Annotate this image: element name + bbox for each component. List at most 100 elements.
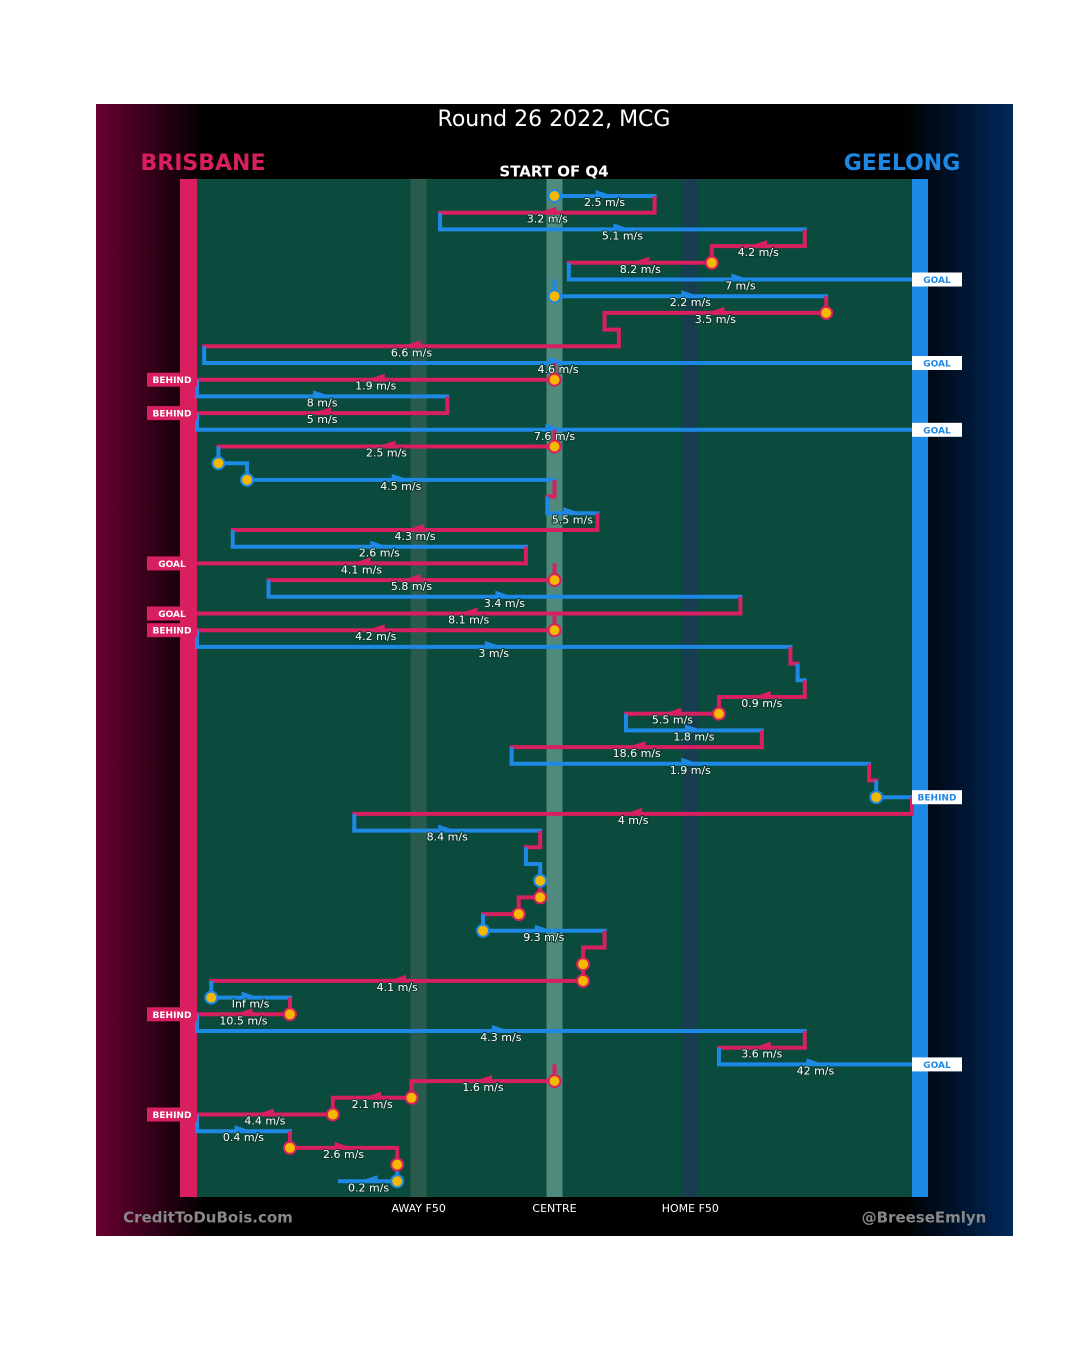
speed-label: 7.6 m/s xyxy=(534,430,575,443)
contest xyxy=(211,456,226,471)
arrow xyxy=(627,741,646,748)
arrow xyxy=(402,340,421,347)
speed-label: 4.1 m/s xyxy=(341,563,382,576)
speed-label: 4.6 m/s xyxy=(537,363,578,376)
credit: @BreeseEmlyn xyxy=(862,1209,987,1227)
arrow xyxy=(334,1141,353,1148)
contest xyxy=(282,1140,297,1155)
speed-label: 1.6 m/s xyxy=(462,1081,503,1094)
contest xyxy=(390,1157,405,1172)
arrow xyxy=(731,273,750,280)
arrow xyxy=(806,1058,825,1065)
speed-label: 8.1 m/s xyxy=(448,614,489,627)
arrow xyxy=(491,1025,510,1031)
result-label: GOAL xyxy=(923,276,951,286)
speed-label: 1.9 m/s xyxy=(355,380,396,393)
arrow xyxy=(352,557,371,564)
team-name: GEELONG xyxy=(844,151,961,176)
arrow xyxy=(313,390,332,397)
speed-label: 10.5 m/s xyxy=(219,1014,267,1027)
arrow xyxy=(234,1008,253,1015)
speed-label: 3.2 m/s xyxy=(527,213,568,226)
contest xyxy=(390,1174,405,1189)
arrow xyxy=(474,1075,492,1082)
result-label: GOAL xyxy=(158,560,186,570)
result-inner xyxy=(149,558,195,569)
arrow xyxy=(377,440,396,447)
result-label: BEHIND xyxy=(153,376,192,386)
arrow xyxy=(706,306,725,313)
contest xyxy=(819,305,834,320)
arrow xyxy=(681,290,700,297)
arrow xyxy=(549,357,568,363)
result-inner xyxy=(149,408,195,419)
arrow xyxy=(438,824,457,831)
arrow xyxy=(406,524,425,530)
contest xyxy=(511,907,526,922)
subtitle: START OF Q4 xyxy=(499,163,608,181)
speed-label: 5.1 m/s xyxy=(602,229,643,242)
arrow xyxy=(595,190,614,196)
arrow xyxy=(313,407,332,414)
arrow xyxy=(563,507,582,514)
result-inner xyxy=(149,1109,195,1120)
speed-label: 5.5 m/s xyxy=(652,714,693,727)
arrow xyxy=(681,757,700,764)
result-inner xyxy=(914,1059,960,1070)
speed-label: 5.8 m/s xyxy=(391,580,432,593)
arrow xyxy=(484,640,503,647)
arrow xyxy=(366,624,385,631)
contest xyxy=(869,790,884,805)
markers: 2.5 m/s 3.2 m/s 5.1 m/s 4.2 m/s 8.2 m/s 7 m/s… xyxy=(147,189,962,1195)
speed-label: 1.9 m/s xyxy=(670,764,711,777)
contest xyxy=(547,189,562,203)
contest xyxy=(576,957,591,972)
x-tick-label: CENTRE xyxy=(532,1202,576,1215)
arrow xyxy=(752,691,771,697)
arrow xyxy=(255,1108,274,1115)
speed-label: 5.5 m/s xyxy=(552,513,593,526)
arrow xyxy=(613,223,632,230)
contest xyxy=(325,1107,340,1122)
arrow xyxy=(388,974,407,981)
speed-label: 2.6 m/s xyxy=(323,1148,364,1161)
speed-label: 6.6 m/s xyxy=(391,346,432,359)
speed-label: 2.1 m/s xyxy=(352,1098,393,1111)
result-label: BEHIND xyxy=(153,410,192,420)
arrow xyxy=(391,473,410,480)
contest xyxy=(711,706,726,721)
arrow xyxy=(370,540,389,547)
contest xyxy=(576,973,591,988)
result-inner xyxy=(914,274,960,285)
speed-label: Inf m/s xyxy=(232,998,270,1011)
chart-title: Round 26 2022, MCG xyxy=(438,107,671,132)
contest xyxy=(282,1007,297,1022)
contest xyxy=(240,472,255,487)
speed-label: 0.4 m/s xyxy=(223,1131,264,1144)
speed-label: 18.6 m/s xyxy=(613,747,661,760)
speed-label: 4.3 m/s xyxy=(394,530,435,543)
contest xyxy=(547,573,562,588)
speed-label: 3.5 m/s xyxy=(695,313,736,326)
result-label: GOAL xyxy=(923,360,951,370)
speed-label: 2.5 m/s xyxy=(366,447,407,460)
arrow xyxy=(495,590,514,597)
result-inner xyxy=(914,424,960,435)
arrow xyxy=(402,574,421,581)
result-label: BEHIND xyxy=(153,627,192,637)
result-label: BEHIND xyxy=(918,794,957,804)
result-inner xyxy=(149,1009,195,1020)
speed-label: 4 m/s xyxy=(618,814,649,827)
speed-label: 3.4 m/s xyxy=(484,597,525,610)
result-inner xyxy=(149,374,195,385)
arrow xyxy=(363,1091,382,1098)
arrow xyxy=(459,607,478,614)
speed-label: 9.3 m/s xyxy=(523,931,564,944)
result-inner xyxy=(149,608,195,619)
result-label: BEHIND xyxy=(153,1111,192,1121)
field-line xyxy=(682,179,699,1197)
contest xyxy=(547,1074,562,1089)
speed-label: 2.6 m/s xyxy=(359,547,400,560)
contest xyxy=(533,873,548,888)
